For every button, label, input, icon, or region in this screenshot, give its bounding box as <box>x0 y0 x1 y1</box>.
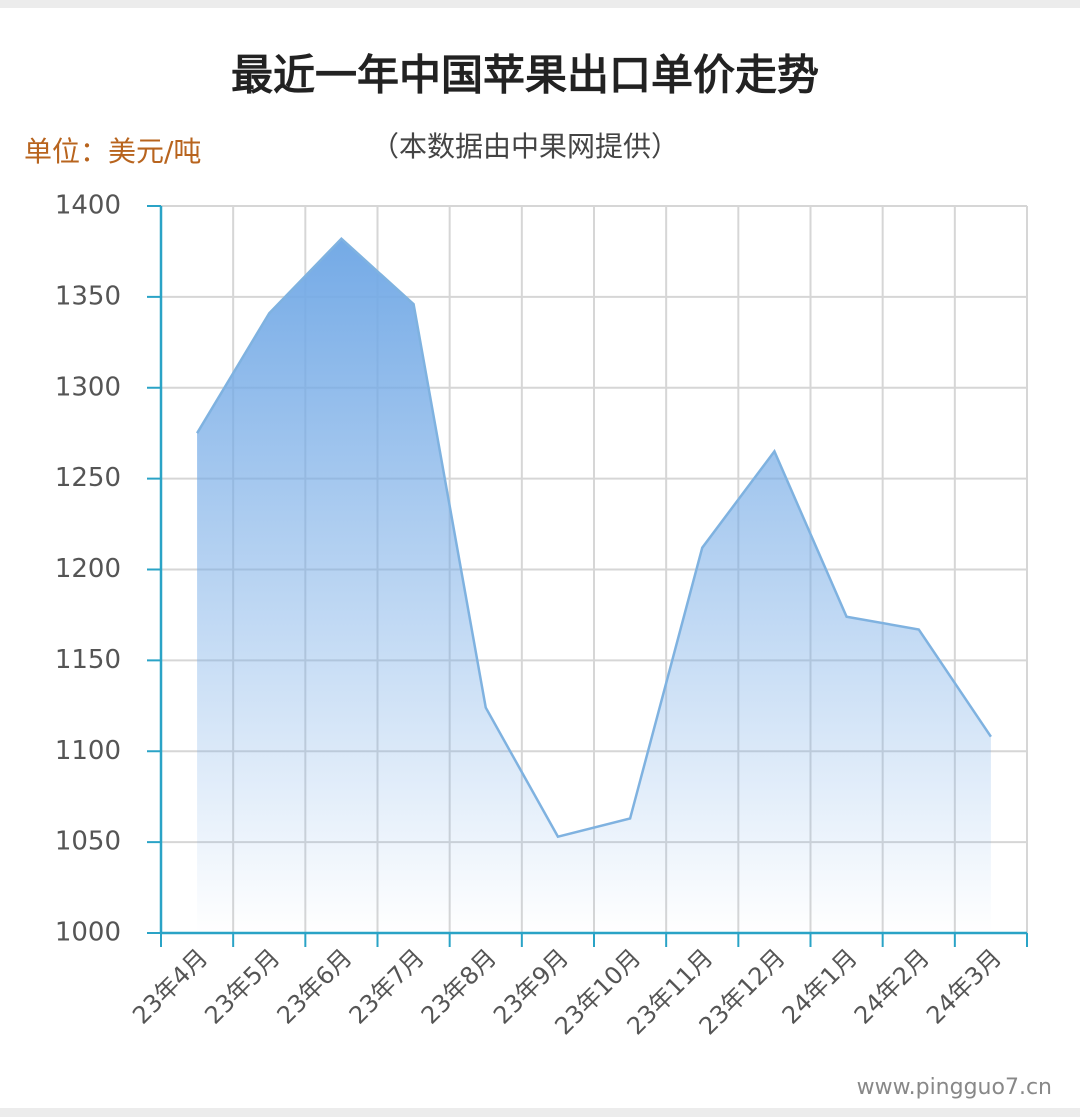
area-fill <box>197 238 991 934</box>
y-tick-label: 1300 <box>55 372 121 402</box>
watermark: www.pingguo7.cn <box>857 1075 1052 1100</box>
y-tick-label: 1150 <box>55 645 121 675</box>
y-tick-label: 1000 <box>55 918 121 948</box>
area-line <box>196 236 992 839</box>
y-tick-label: 1250 <box>55 463 121 493</box>
y-tick-label: 1400 <box>55 191 121 221</box>
y-tick-label: 1200 <box>55 554 121 584</box>
y-tick-label: 1050 <box>55 827 121 857</box>
y-tick-label: 1350 <box>55 281 121 311</box>
chart-subtitle: （本数据由中果网提供） <box>371 130 679 163</box>
y-tick-label: 1100 <box>55 736 121 766</box>
chart-title: 最近一年中国苹果出口单价走势 <box>231 51 819 100</box>
unit-label: 单位：美元/吨 <box>24 135 201 168</box>
